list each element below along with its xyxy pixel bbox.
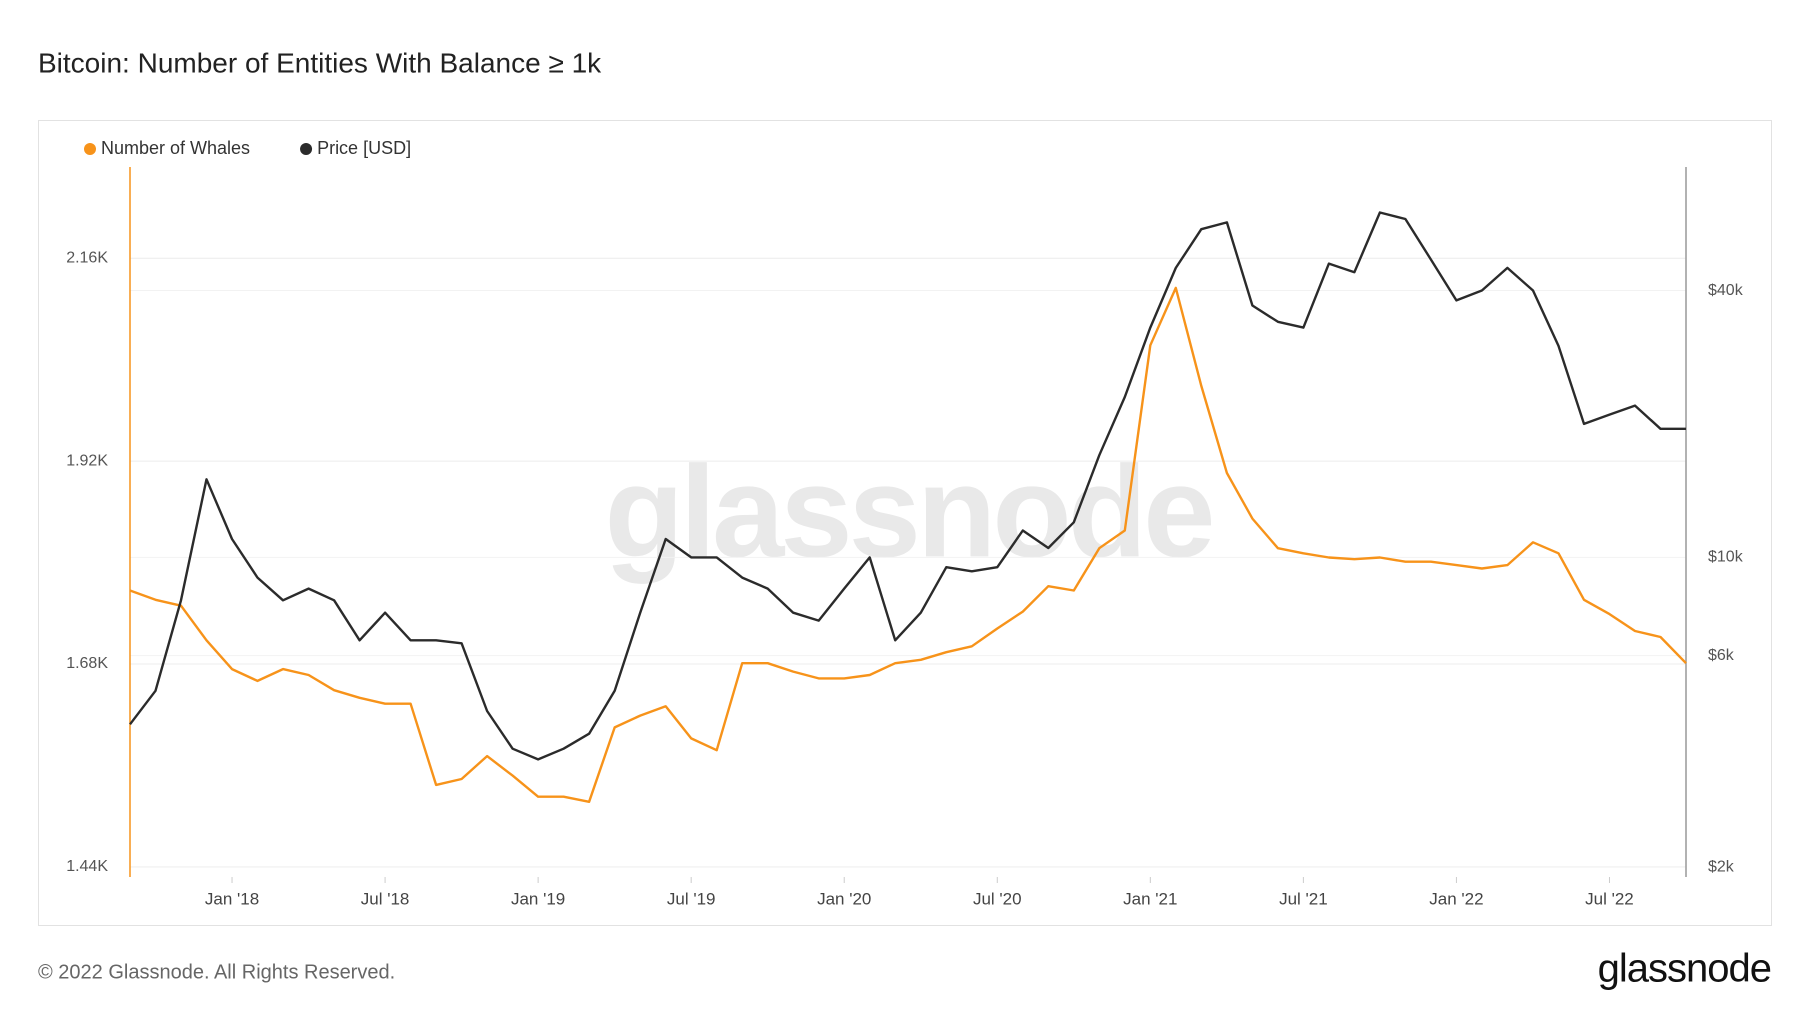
legend-label: Number of Whales (101, 138, 250, 158)
x-tick-label: Jan '18 (205, 889, 259, 908)
legend-dot (300, 143, 313, 155)
x-tick-label: Jan '20 (817, 889, 871, 908)
legend-item[interactable]: Number of Whales (84, 138, 250, 158)
x-tick-label: Jul '19 (667, 889, 716, 908)
x-tick-label: Jul '21 (1279, 889, 1328, 908)
y-tick-label: 1.68K (66, 655, 108, 672)
y2-tick-label: $6k (1708, 647, 1735, 664)
y2-tick-label: $2k (1708, 858, 1735, 875)
chart-title: Bitcoin: Number of Entities With Balance… (38, 47, 602, 78)
watermark: glassnode (605, 438, 1212, 584)
x-tick-label: Jul '22 (1585, 889, 1634, 908)
legend-item[interactable]: Price [USD] (300, 138, 411, 158)
y-tick-label: 2.16K (66, 250, 108, 267)
series-line (129, 286, 1687, 803)
x-tick-label: Jul '20 (973, 889, 1022, 908)
logo: glassnode (1598, 947, 1771, 991)
legend-label: Price [USD] (317, 138, 411, 158)
footer: © 2022 Glassnode. All Rights Reserved. (38, 961, 395, 983)
series-line (129, 211, 1686, 761)
x-tick-label: Jul '18 (361, 889, 410, 908)
x-tick-label: Jan '21 (1123, 889, 1177, 908)
y2-tick-label: $40k (1708, 282, 1744, 299)
legend-dot (84, 143, 96, 155)
plot: 1.44K 1.68K 1.92K 2.16K $2k $6k $10k $40k Jan '1… (66, 138, 1744, 909)
y-tick-label: 1.44K (66, 858, 108, 875)
y2-tick-label: $10k (1708, 549, 1744, 566)
chart-panel (38, 120, 1772, 926)
x-tick-label: Jan '19 (511, 889, 565, 908)
x-tick-label: Jan '22 (1429, 889, 1483, 908)
y-tick-label: 1.92K (66, 452, 108, 469)
